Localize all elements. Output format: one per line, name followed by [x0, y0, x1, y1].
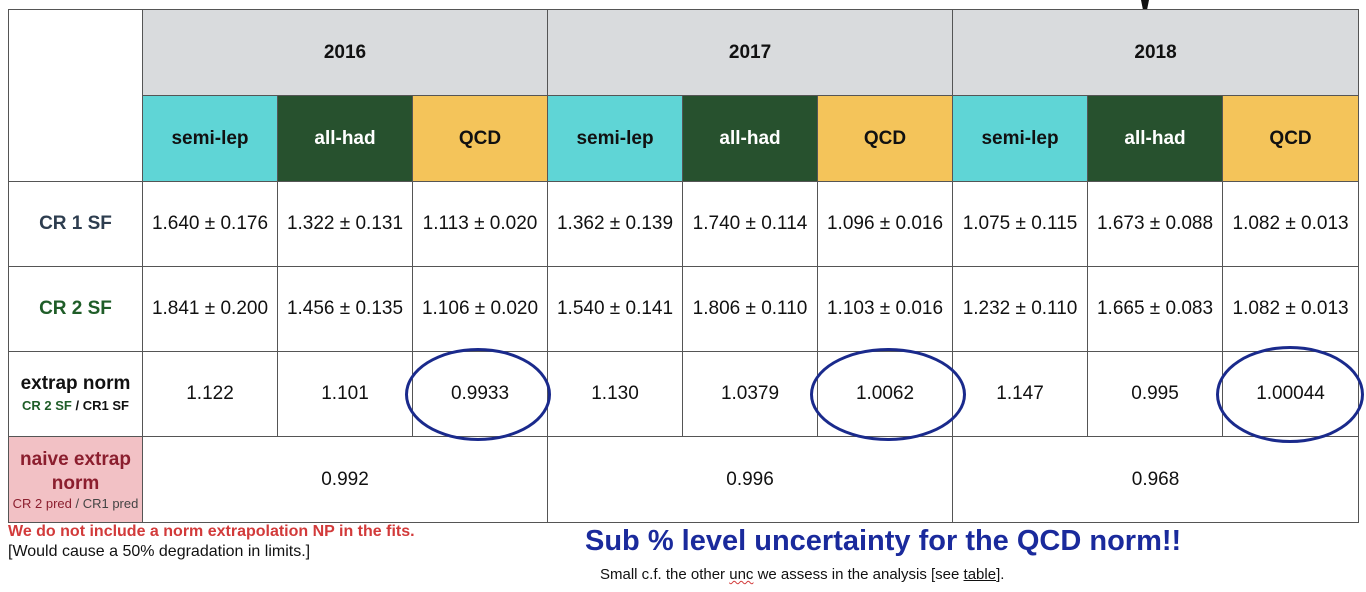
ratio-numerator: CR 2 SF	[22, 398, 72, 413]
table-cell: 1.456 ± 0.135	[277, 266, 413, 352]
naive-ratio-numerator: CR 2 pred	[12, 495, 72, 511]
year-header-2017: 2017	[547, 9, 954, 96]
row-label-extrap-norm-ratio: CR 2 SF / CR1 SF	[10, 396, 142, 416]
ratio-denominator: / CR1 SF	[71, 398, 129, 413]
subline-post: ].	[996, 566, 1005, 583]
year-header-2018: 2018	[952, 9, 1360, 96]
table-cell: 1.740 ± 0.114	[682, 181, 819, 267]
naive-label-line1: naive extrap	[20, 448, 131, 470]
naive-label-ratio: CR 2 pred / CR1 pred	[10, 495, 142, 512]
table-cell: 1.147	[952, 351, 1089, 437]
table-cell: 1.106 ± 0.020	[411, 266, 549, 352]
table-link[interactable]: table	[963, 566, 997, 583]
table-cell: 1.113 ± 0.020	[411, 181, 549, 267]
subline-unc: unc	[729, 566, 754, 583]
table-cell: 0.995	[1087, 351, 1224, 437]
channel-header-semi-lep: semi-lep	[952, 95, 1089, 182]
table-cell: 1.640 ± 0.176	[142, 181, 278, 267]
channel-header-all-had: all-had	[1087, 95, 1224, 182]
channel-header-semi-lep: semi-lep	[547, 95, 684, 182]
scale-factor-table: 2016 2017 2018 semi-lep all-had QCD semi…	[8, 9, 1360, 523]
row-label-extrap-norm-title: extrap norm	[20, 373, 131, 394]
highlight-circle-2016-qcd	[405, 348, 551, 441]
channel-header-all-had: all-had	[682, 95, 819, 182]
channel-header-qcd: QCD	[817, 95, 954, 182]
note-no-extrapolation-np: We do not include a norm extrapolation N…	[8, 523, 415, 540]
table-cell: 1.665 ± 0.083	[1087, 266, 1224, 352]
table-cell: 1.540 ± 0.141	[547, 266, 684, 352]
table-cell: 1.806 ± 0.110	[682, 266, 819, 352]
year-header-row: 2016 2017 2018	[8, 9, 1360, 182]
table-cell: 1.082 ± 0.013	[1222, 181, 1360, 267]
table-cell: 1.841 ± 0.200	[142, 266, 278, 352]
table-cell: 1.101	[277, 351, 413, 437]
table-cell-merged-2018: 0.968	[952, 436, 1360, 523]
table-cell: 1.096 ± 0.016	[817, 181, 954, 267]
year-header-2016: 2016	[141, 9, 549, 96]
table-cell: 1.322 ± 0.131	[277, 181, 413, 267]
naive-label-line2: norm	[51, 472, 100, 494]
table-cell: 1.0379	[682, 351, 819, 437]
cr1-sf-row: CR 1 SF 1.640 ± 0.176 1.322 ± 0.131 1.11…	[8, 181, 1360, 267]
table-cell: 1.673 ± 0.088	[1087, 181, 1224, 267]
subline: Small c.f. the other unc we assess in th…	[600, 566, 1004, 583]
headline: Sub % level uncertainty for the QCD norm…	[585, 525, 1182, 557]
table-cell: 1.122	[142, 351, 278, 437]
channel-header-qcd: QCD	[411, 95, 549, 182]
channel-header-qcd: QCD	[1222, 95, 1360, 182]
naive-extrap-norm-row: naive extrap norm CR 2 pred / CR1 pred 0…	[8, 436, 1360, 523]
table-cell: 1.103 ± 0.016	[817, 266, 954, 352]
row-label-extrap-norm: extrap norm CR 2 SF / CR1 SF	[8, 351, 143, 437]
cursor-fragment-icon	[1141, 0, 1149, 10]
table-cell-merged-2016: 0.992	[141, 436, 549, 523]
channel-header-row: semi-lep all-had QCD semi-lep all-had QC…	[9, 95, 1360, 182]
corner-cell	[8, 9, 143, 182]
channel-header-semi-lep: semi-lep	[142, 95, 278, 182]
subline-pre: Small c.f. the other	[600, 566, 730, 583]
row-label-cr2-sf: CR 2 SF	[8, 266, 143, 352]
note-degradation: [Would cause a 50% degradation in limits…	[8, 543, 311, 560]
highlight-circle-2018-qcd	[1216, 346, 1364, 443]
highlight-circle-2017-qcd	[810, 348, 966, 441]
row-label-cr1-sf: CR 1 SF	[8, 181, 143, 267]
extrap-norm-row: extrap norm CR 2 SF / CR1 SF 1.122 1.101…	[8, 351, 1360, 437]
channel-header-all-had: all-had	[277, 95, 413, 182]
row-label-naive-extrap-norm: naive extrap norm CR 2 pred / CR1 pred	[8, 436, 143, 523]
table-cell: 1.130	[547, 351, 684, 437]
table-cell: 1.082 ± 0.013	[1222, 266, 1360, 352]
naive-ratio-denominator: / CR1 pred	[71, 495, 139, 511]
table-cell-merged-2017: 0.996	[547, 436, 954, 523]
table-cell: 1.362 ± 0.139	[547, 181, 684, 267]
table-cell: 1.232 ± 0.110	[952, 266, 1089, 352]
cr2-sf-row: CR 2 SF 1.841 ± 0.200 1.456 ± 0.135 1.10…	[8, 266, 1360, 352]
table-cell: 1.075 ± 0.115	[952, 181, 1089, 267]
subline-mid: we assess in the analysis [see	[753, 566, 964, 583]
